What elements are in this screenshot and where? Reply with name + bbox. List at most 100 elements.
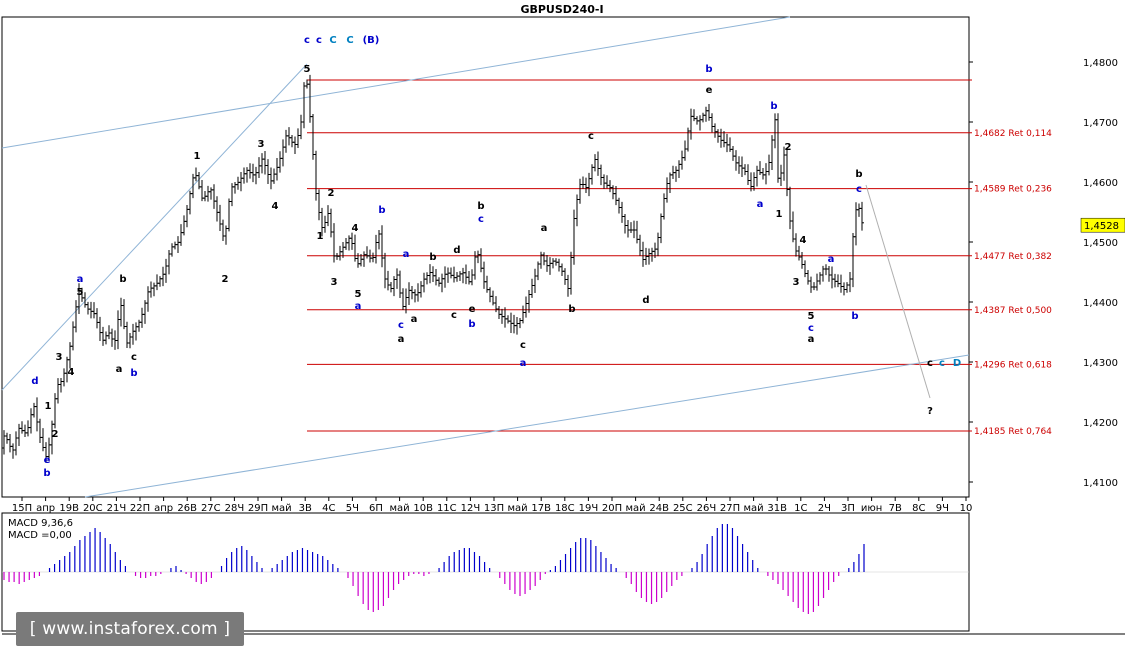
wave-label: 3 bbox=[56, 352, 63, 363]
channel-lower-line bbox=[84, 354, 970, 498]
wave-label: 5 bbox=[808, 311, 815, 322]
time-tick-label: 31В bbox=[767, 503, 787, 514]
price-axis: 1,4800 1,4700 1,4600 1,4500 1,4400 1,4300 1,42… bbox=[969, 58, 1125, 489]
wave-label: c bbox=[398, 320, 404, 331]
wave-label: b bbox=[851, 311, 858, 322]
wave-label: a bbox=[116, 364, 123, 375]
wave-label: d bbox=[453, 245, 460, 256]
wave-label: b bbox=[477, 201, 484, 212]
wave-label: c bbox=[131, 352, 137, 363]
chart-title: GBPUSD240-I bbox=[520, 3, 603, 16]
time-tick-label: 1С bbox=[794, 503, 807, 514]
wave-label: 1 bbox=[317, 231, 324, 242]
time-tick-label: 25С bbox=[673, 503, 693, 514]
wave-label: a bbox=[355, 301, 362, 312]
wave-label: 2 bbox=[785, 142, 792, 153]
wave-label: 3 bbox=[258, 139, 265, 150]
time-tick-label: май bbox=[508, 503, 528, 514]
trend-line bbox=[1, 63, 308, 391]
retracement-label: 1,4185 Ret 0,764 bbox=[974, 427, 1052, 437]
wave-label: b bbox=[43, 468, 50, 479]
wave-label: 1 bbox=[776, 209, 783, 220]
wave-label: 4 bbox=[68, 367, 75, 378]
time-tick-label: 2Ч bbox=[818, 503, 831, 514]
time-tick-label: 20П bbox=[602, 503, 622, 514]
time-tick-label: 24В bbox=[649, 503, 669, 514]
wave-label: 5 bbox=[355, 289, 362, 300]
time-tick-label: 20С bbox=[83, 503, 103, 514]
retracement-label: 1,4477 Ret 0,382 bbox=[974, 252, 1052, 262]
time-tick-label: май bbox=[744, 503, 764, 514]
time-tick-label: 13П bbox=[484, 503, 504, 514]
time-tick-label: 3В bbox=[299, 503, 312, 514]
wave-label: a bbox=[398, 334, 405, 345]
wave-label: a bbox=[757, 199, 764, 210]
time-tick-label: 10В bbox=[413, 503, 433, 514]
wave-label: ? bbox=[927, 406, 933, 417]
wave-label: d bbox=[642, 295, 649, 306]
time-tick-label: 27П bbox=[720, 503, 740, 514]
channel-lines bbox=[1, 16, 970, 498]
time-tick-label: апр bbox=[36, 503, 55, 514]
macd-value-label: MACD =0,00 bbox=[8, 530, 72, 541]
time-tick-label: 19Ч bbox=[579, 503, 599, 514]
wave-label: a bbox=[411, 314, 418, 325]
wave-label: 2 bbox=[52, 429, 59, 440]
wave-label: 5 bbox=[77, 287, 84, 298]
time-tick-label: 17В bbox=[531, 503, 551, 514]
wave-label: 4 bbox=[352, 223, 359, 234]
time-tick-label: 28Ч bbox=[225, 503, 245, 514]
time-tick-label: май bbox=[390, 503, 410, 514]
wave-label: b bbox=[119, 274, 126, 285]
wave-label: a bbox=[541, 223, 548, 234]
wave-label: d bbox=[31, 376, 38, 387]
retracement-label: 1,4296 Ret 0,618 bbox=[974, 360, 1052, 370]
time-tick-label: 18С bbox=[555, 503, 575, 514]
price-tick-label: 1,4400 bbox=[1083, 298, 1118, 309]
time-tick-label: 5Ч bbox=[346, 503, 359, 514]
time-tick-label: 7В bbox=[889, 503, 902, 514]
time-tick-label: 9Ч bbox=[936, 503, 949, 514]
wave-label: 5 bbox=[304, 64, 311, 75]
wave-label: c bbox=[304, 35, 310, 46]
wave-label: a bbox=[403, 249, 410, 260]
time-tick-label: 3П bbox=[841, 503, 855, 514]
wave-label: c bbox=[316, 35, 322, 46]
wave-label: b bbox=[429, 252, 436, 263]
time-tick-label: июн bbox=[861, 503, 882, 514]
time-tick-label: 6П bbox=[369, 503, 383, 514]
time-tick-label: 8С bbox=[912, 503, 925, 514]
wave-label: b bbox=[855, 169, 862, 180]
time-tick-label: 27С bbox=[201, 503, 221, 514]
time-tick-label: 21Ч bbox=[107, 503, 127, 514]
retracement-label: 1,4387 Ret 0,500 bbox=[974, 306, 1052, 316]
wave-label: a bbox=[828, 254, 835, 265]
wave-label: e bbox=[44, 455, 51, 466]
price-tick-label: 1,4200 bbox=[1083, 418, 1118, 429]
wave-label: b bbox=[568, 304, 575, 315]
wave-label: 1 bbox=[45, 401, 52, 412]
wave-label: 1 bbox=[194, 151, 201, 162]
time-tick-label: 22П bbox=[130, 503, 150, 514]
wave-label: (B) bbox=[363, 35, 380, 46]
wave-label: c bbox=[808, 323, 814, 334]
wave-label: b bbox=[468, 319, 475, 330]
projection-line bbox=[865, 184, 931, 399]
wave-label: c bbox=[478, 214, 484, 225]
wave-label: b bbox=[130, 368, 137, 379]
macd-histogram bbox=[2, 524, 969, 614]
wave-label: 3 bbox=[793, 277, 800, 288]
wave-label: 3 bbox=[331, 277, 338, 288]
time-tick-label: 4С bbox=[322, 503, 335, 514]
price-tick-label: 1,4700 bbox=[1083, 118, 1118, 129]
price-bars bbox=[2, 74, 864, 463]
wave-label: a bbox=[520, 358, 527, 369]
wave-label: 2 bbox=[328, 188, 335, 199]
wave-label: 4 bbox=[272, 201, 279, 212]
retracement-label: 1,4589 Ret 0,236 bbox=[974, 185, 1052, 195]
time-tick-label: 10 bbox=[960, 503, 973, 514]
time-tick-label: 15П bbox=[12, 503, 32, 514]
wave-label: a bbox=[808, 334, 815, 345]
